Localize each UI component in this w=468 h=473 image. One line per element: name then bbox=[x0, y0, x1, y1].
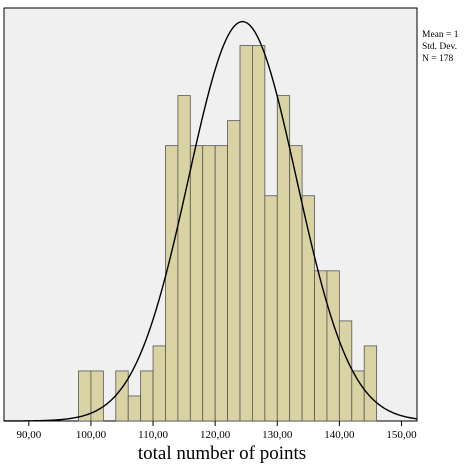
histogram-bar bbox=[189, 145, 204, 422]
histogram-bar bbox=[227, 120, 241, 422]
histogram-bar bbox=[115, 370, 129, 422]
x-axis-title: total number of points bbox=[138, 443, 306, 464]
legend-mean: Mean = 1 bbox=[422, 30, 459, 40]
x-tick-label: 150,00 bbox=[386, 429, 417, 441]
x-tick-label: 140,00 bbox=[324, 429, 355, 441]
histogram-bar bbox=[351, 370, 365, 422]
x-tick-label: 100,00 bbox=[76, 429, 107, 441]
histogram-bar bbox=[252, 45, 266, 422]
histogram-bar bbox=[202, 145, 216, 422]
histogram-bar bbox=[338, 320, 353, 422]
bars-group bbox=[78, 45, 378, 422]
histogram-bar bbox=[165, 145, 179, 422]
histogram-bar bbox=[276, 95, 291, 422]
legend: Mean = 1 Std. Dev. N = 178 bbox=[422, 30, 459, 64]
histogram-bar bbox=[214, 145, 228, 422]
x-tick-label: 130,00 bbox=[262, 429, 293, 441]
normal-curve bbox=[3, 20, 418, 422]
x-tick-label: 90,00 bbox=[16, 429, 41, 441]
histogram-bar bbox=[314, 270, 328, 422]
legend-n: N = 178 bbox=[422, 54, 453, 64]
histogram-bar bbox=[127, 395, 142, 422]
legend-std-dev: Std. Dev. bbox=[422, 42, 457, 52]
histogram-bar bbox=[140, 370, 154, 422]
histogram-bar bbox=[177, 95, 191, 422]
x-tick-label: 110,00 bbox=[138, 429, 168, 441]
histogram-bar bbox=[239, 45, 253, 422]
histogram-bar bbox=[326, 270, 340, 422]
histogram-bar bbox=[264, 195, 278, 422]
histogram-bar bbox=[289, 145, 303, 422]
x-ticks-group: 90,00 100,00 110,00 120,00 130,00 140,00 150,0… bbox=[16, 421, 417, 441]
x-tick-label: 120,00 bbox=[200, 429, 231, 441]
histogram-bar bbox=[152, 345, 166, 422]
histogram-bar bbox=[363, 345, 378, 422]
histogram-bar bbox=[90, 370, 104, 422]
